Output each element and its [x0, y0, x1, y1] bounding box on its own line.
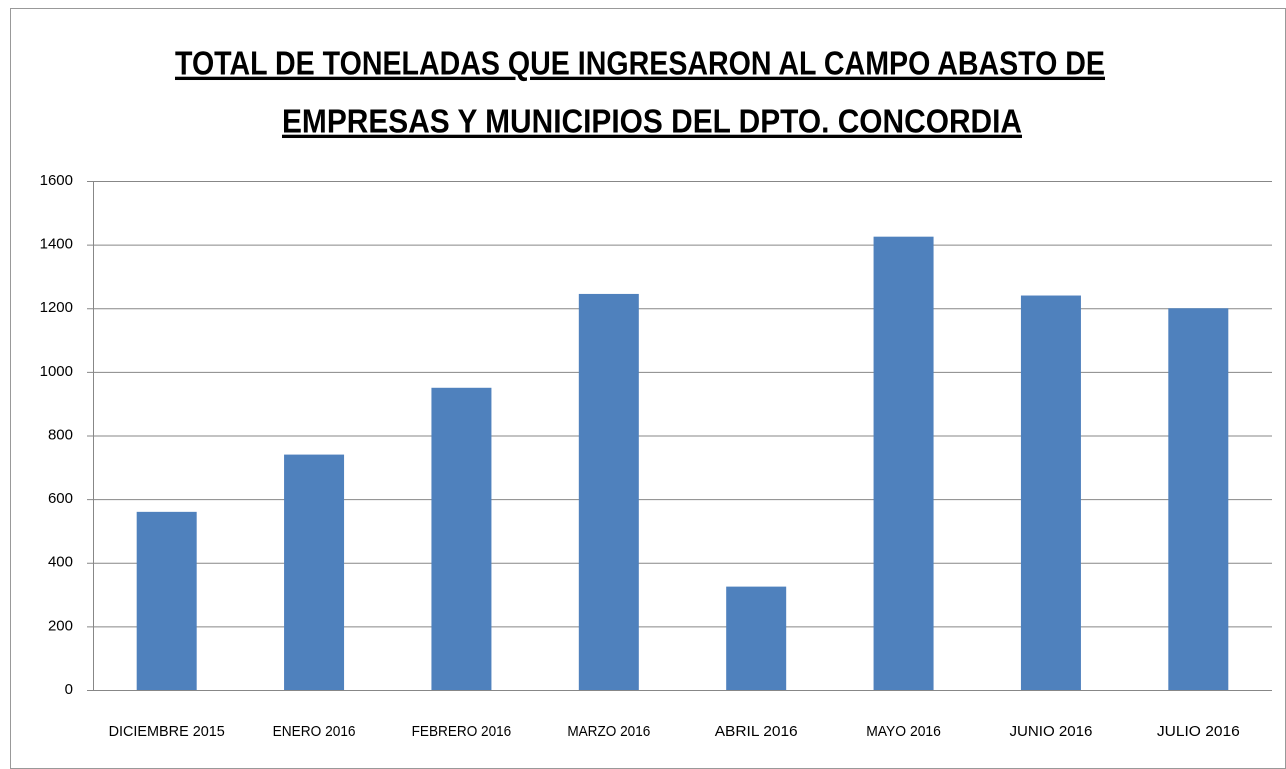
x-tick-label: MAYO 2016 — [866, 723, 941, 740]
y-tick-label: 1200 — [40, 299, 73, 316]
bar — [578, 293, 639, 690]
bar — [873, 236, 934, 690]
y-tick-label: 1000 — [40, 363, 73, 380]
y-tick-label: 1400 — [40, 236, 73, 253]
x-tick-label: JUNIO 2016 — [1009, 723, 1092, 740]
x-tick-label: ENERO 2016 — [273, 723, 356, 740]
x-tick-label: DICIEMBRE 2015 — [109, 723, 225, 740]
x-tick-label: JULIO 2016 — [1157, 723, 1240, 740]
y-tick-label: 600 — [48, 490, 73, 507]
bar — [284, 454, 345, 690]
y-tick-label: 200 — [48, 617, 73, 634]
bar — [431, 387, 492, 690]
bar — [726, 586, 787, 690]
x-tick-label: ABRIL 2016 — [715, 723, 798, 740]
y-tick-label: 400 — [48, 554, 73, 571]
x-tick-label: MARZO 2016 — [567, 723, 650, 740]
bar — [136, 511, 197, 690]
x-tick-label: FEBRERO 2016 — [412, 723, 512, 740]
y-tick-label: 800 — [48, 426, 73, 443]
y-tick-label: 0 — [65, 681, 73, 698]
bar — [1168, 308, 1229, 690]
bar — [1020, 295, 1081, 690]
y-tick-label: 1600 — [40, 172, 73, 189]
chart-title: TOTAL DE TONELADAS QUE INGRESARON AL CAM… — [175, 45, 1105, 82]
chart-title: EMPRESAS Y MUNICIPIOS DEL DPTO. CONCORDI… — [282, 103, 1022, 140]
